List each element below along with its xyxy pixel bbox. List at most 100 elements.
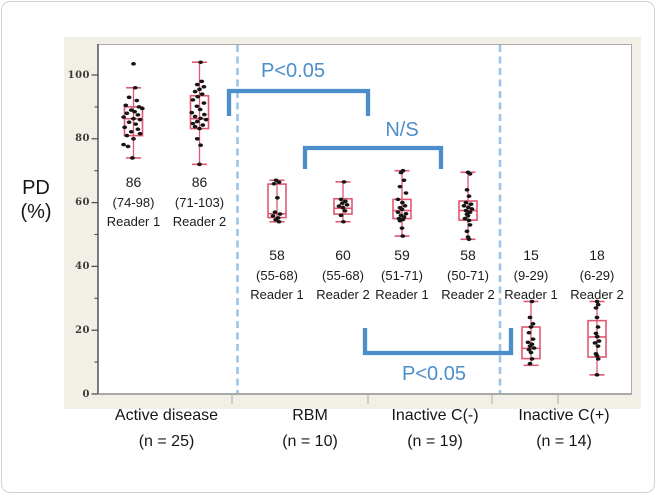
data-point (466, 218, 472, 223)
data-point (395, 197, 401, 202)
data-point (121, 142, 126, 147)
annotation-range: (74-98) (112, 195, 155, 210)
data-point (594, 315, 600, 320)
data-point (132, 109, 138, 114)
data-point (275, 196, 280, 200)
data-point (464, 229, 470, 234)
data-point (529, 357, 535, 361)
data-point (466, 194, 472, 199)
data-point (400, 200, 405, 205)
y-tick-label: 60 (75, 197, 90, 209)
data-point (273, 218, 279, 222)
data-point (594, 373, 600, 377)
data-point (197, 87, 202, 92)
annotation-range: (55-68) (256, 268, 298, 283)
data-point (402, 203, 408, 208)
data-point (201, 112, 207, 117)
data-point (595, 302, 601, 307)
box-annotation: 86 (71-103) Reader 2 (160, 172, 240, 231)
data-point (132, 85, 138, 90)
data-point (272, 210, 278, 214)
data-point (189, 110, 195, 115)
data-point (527, 315, 533, 320)
data-point (199, 92, 205, 96)
box-rect (123, 106, 144, 137)
category-name: Inactive C(+) (518, 407, 610, 424)
annotation-median-value: 18 (589, 247, 605, 263)
box-annotation: 58 (50-71) Reader 2 (428, 245, 508, 304)
data-point (199, 79, 205, 84)
data-point (395, 210, 401, 214)
significance-bracket (362, 328, 514, 356)
data-point (276, 219, 282, 224)
annotation-range: (6-29) (579, 268, 615, 283)
data-point (133, 122, 139, 126)
data-point (339, 201, 345, 206)
box-annotation: 60 (55-68) Reader 2 (303, 245, 383, 304)
data-point (124, 133, 130, 138)
data-point (190, 121, 196, 126)
data-point (190, 98, 196, 102)
data-point (135, 113, 141, 117)
category-n: (n = 14) (536, 433, 592, 450)
annotation-reader: Reader 1 (375, 287, 429, 302)
data-point (197, 126, 202, 131)
data-point (593, 331, 599, 336)
data-point (197, 162, 202, 167)
data-point (203, 117, 209, 122)
data-point (593, 306, 599, 310)
data-point (201, 101, 207, 105)
data-point (527, 361, 533, 366)
data-point (397, 184, 403, 189)
data-point (341, 219, 346, 224)
data-point (130, 156, 135, 160)
data-point (200, 123, 206, 127)
data-point (462, 216, 468, 221)
annotation-reader: Reader 2 (441, 287, 495, 302)
data-point (194, 137, 200, 141)
annotation-range: (51-71) (381, 268, 423, 283)
data-point (400, 234, 406, 238)
annotation-range: (55-68) (322, 268, 364, 283)
annotation-reader: Reader 2 (316, 287, 370, 302)
data-point (595, 344, 601, 348)
data-point (135, 127, 141, 132)
data-point (595, 325, 601, 329)
data-point (128, 129, 134, 134)
category-name: RBM (292, 407, 328, 424)
data-point (399, 207, 405, 212)
data-point (195, 94, 201, 99)
annotation-range: (71-103) (174, 195, 225, 210)
y-tick-label: 40 (75, 260, 90, 272)
data-point (467, 223, 473, 227)
box-annotation: 86 (74-98) Reader 1 (94, 172, 174, 231)
data-point (466, 205, 471, 210)
category-n: (n = 10) (282, 433, 338, 450)
data-point (528, 350, 534, 355)
data-point (134, 98, 140, 103)
data-point (530, 322, 536, 326)
data-point (338, 197, 344, 202)
data-point (123, 103, 129, 108)
data-point (401, 178, 407, 183)
annotation-reader: Reader 1 (504, 287, 558, 302)
data-point (277, 212, 283, 216)
annotation-reader: Reader 1 (250, 287, 304, 302)
outlier-point (131, 62, 136, 66)
data-point (467, 172, 473, 176)
y-axis-title-line1: PD (22, 177, 50, 199)
annotation-median-value: 15 (523, 247, 539, 263)
data-point (194, 104, 200, 109)
data-point (596, 339, 602, 343)
data-point (125, 144, 131, 149)
category-name: Active disease (114, 407, 219, 424)
data-point (398, 170, 404, 175)
data-point (594, 353, 600, 358)
category-n: (n = 25) (138, 433, 195, 450)
data-point (139, 106, 145, 111)
data-point (466, 237, 472, 242)
annotation-range: (50-71) (447, 268, 489, 283)
data-point (192, 114, 198, 119)
data-point (530, 337, 536, 341)
y-axis-title-line2: (%) (20, 201, 52, 223)
